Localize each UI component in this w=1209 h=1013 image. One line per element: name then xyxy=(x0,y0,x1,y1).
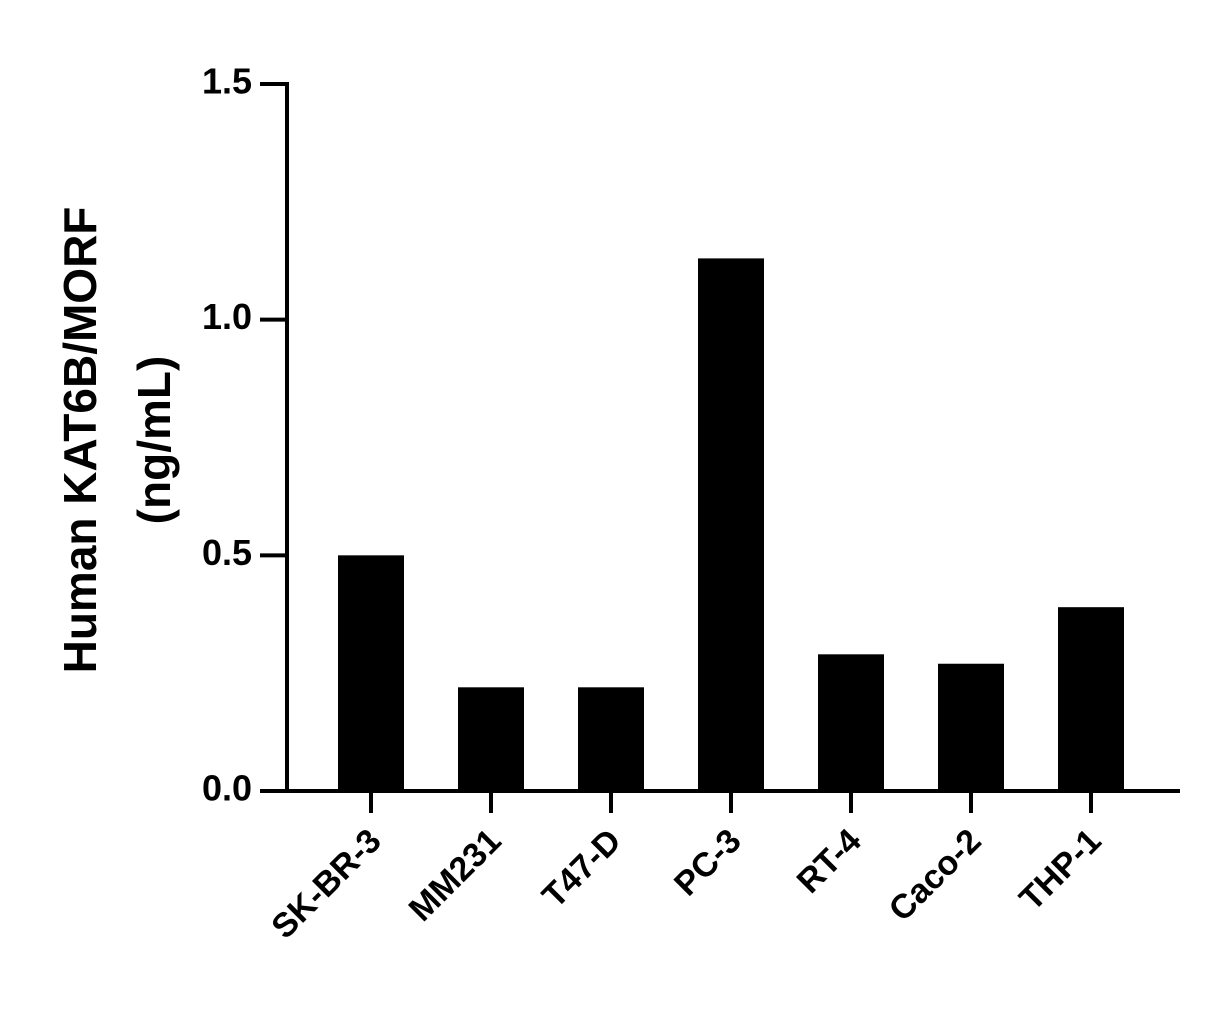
y-axis-title-line: (ng/mL) xyxy=(128,356,180,525)
x-tick-label: Caco-2 xyxy=(882,822,989,929)
bar xyxy=(338,555,404,791)
y-tick-label: 1.5 xyxy=(202,61,252,102)
x-tick-label: RT-4 xyxy=(790,822,869,901)
x-tick-label: THP-1 xyxy=(1012,822,1108,918)
bar xyxy=(698,258,764,792)
x-tick-label: PC-3 xyxy=(667,822,749,904)
bar xyxy=(938,663,1004,791)
y-tick-label: 1.0 xyxy=(202,296,252,337)
x-tick-label: T47-D xyxy=(535,822,629,916)
bar xyxy=(578,687,644,791)
x-tick-label: SK-BR-3 xyxy=(264,822,388,946)
y-axis-title: Human KAT6B/MORF (ng/mL) xyxy=(54,207,180,674)
x-tick-label: MM231 xyxy=(402,822,509,929)
bar xyxy=(818,654,884,791)
y-tick-label: 0.0 xyxy=(202,768,252,809)
bar xyxy=(1058,607,1124,791)
y-tick-label: 0.5 xyxy=(202,532,252,573)
bar xyxy=(458,687,524,791)
y-axis-title-line: Human KAT6B/MORF xyxy=(54,207,106,674)
